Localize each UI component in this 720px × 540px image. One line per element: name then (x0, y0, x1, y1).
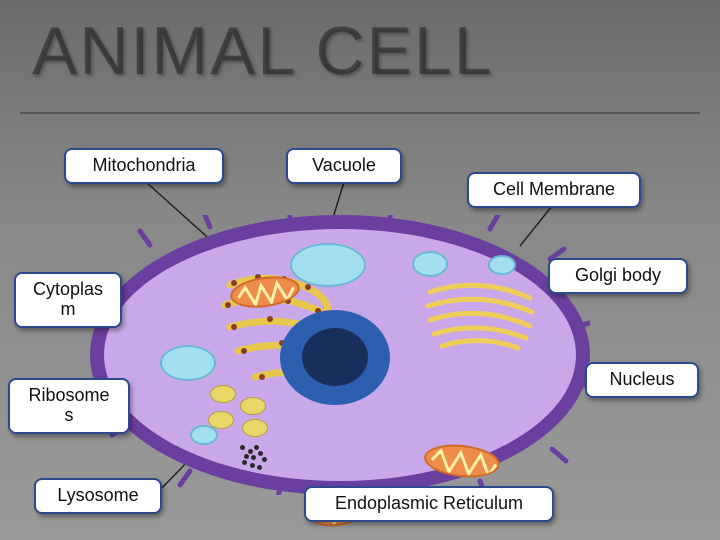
label-lysosome: Lysosome (34, 478, 162, 514)
ribosome-cluster (240, 445, 270, 471)
label-vacuole: Vacuole (286, 148, 402, 184)
label-er: Endoplasmic Reticulum (304, 486, 554, 522)
lysosome-shape (242, 419, 268, 437)
label-ribosomes: Ribosome s (8, 378, 130, 434)
lysosome-shape (210, 385, 236, 403)
label-mitochondria: Mitochondria (64, 148, 224, 184)
vacuole-shape (488, 255, 516, 275)
vacuole-shape (412, 251, 448, 277)
label-nucleus: Nucleus (585, 362, 699, 398)
cell-diagram (90, 215, 590, 495)
nucleolus-shape (302, 328, 368, 386)
golgi-shape (420, 280, 540, 360)
label-golgi: Golgi body (548, 258, 688, 294)
label-cell-membrane: Cell Membrane (467, 172, 641, 208)
lysosome-shape (240, 397, 266, 415)
lysosome-shape (208, 411, 234, 429)
label-cytoplasm: Cytoplas m (14, 272, 122, 328)
